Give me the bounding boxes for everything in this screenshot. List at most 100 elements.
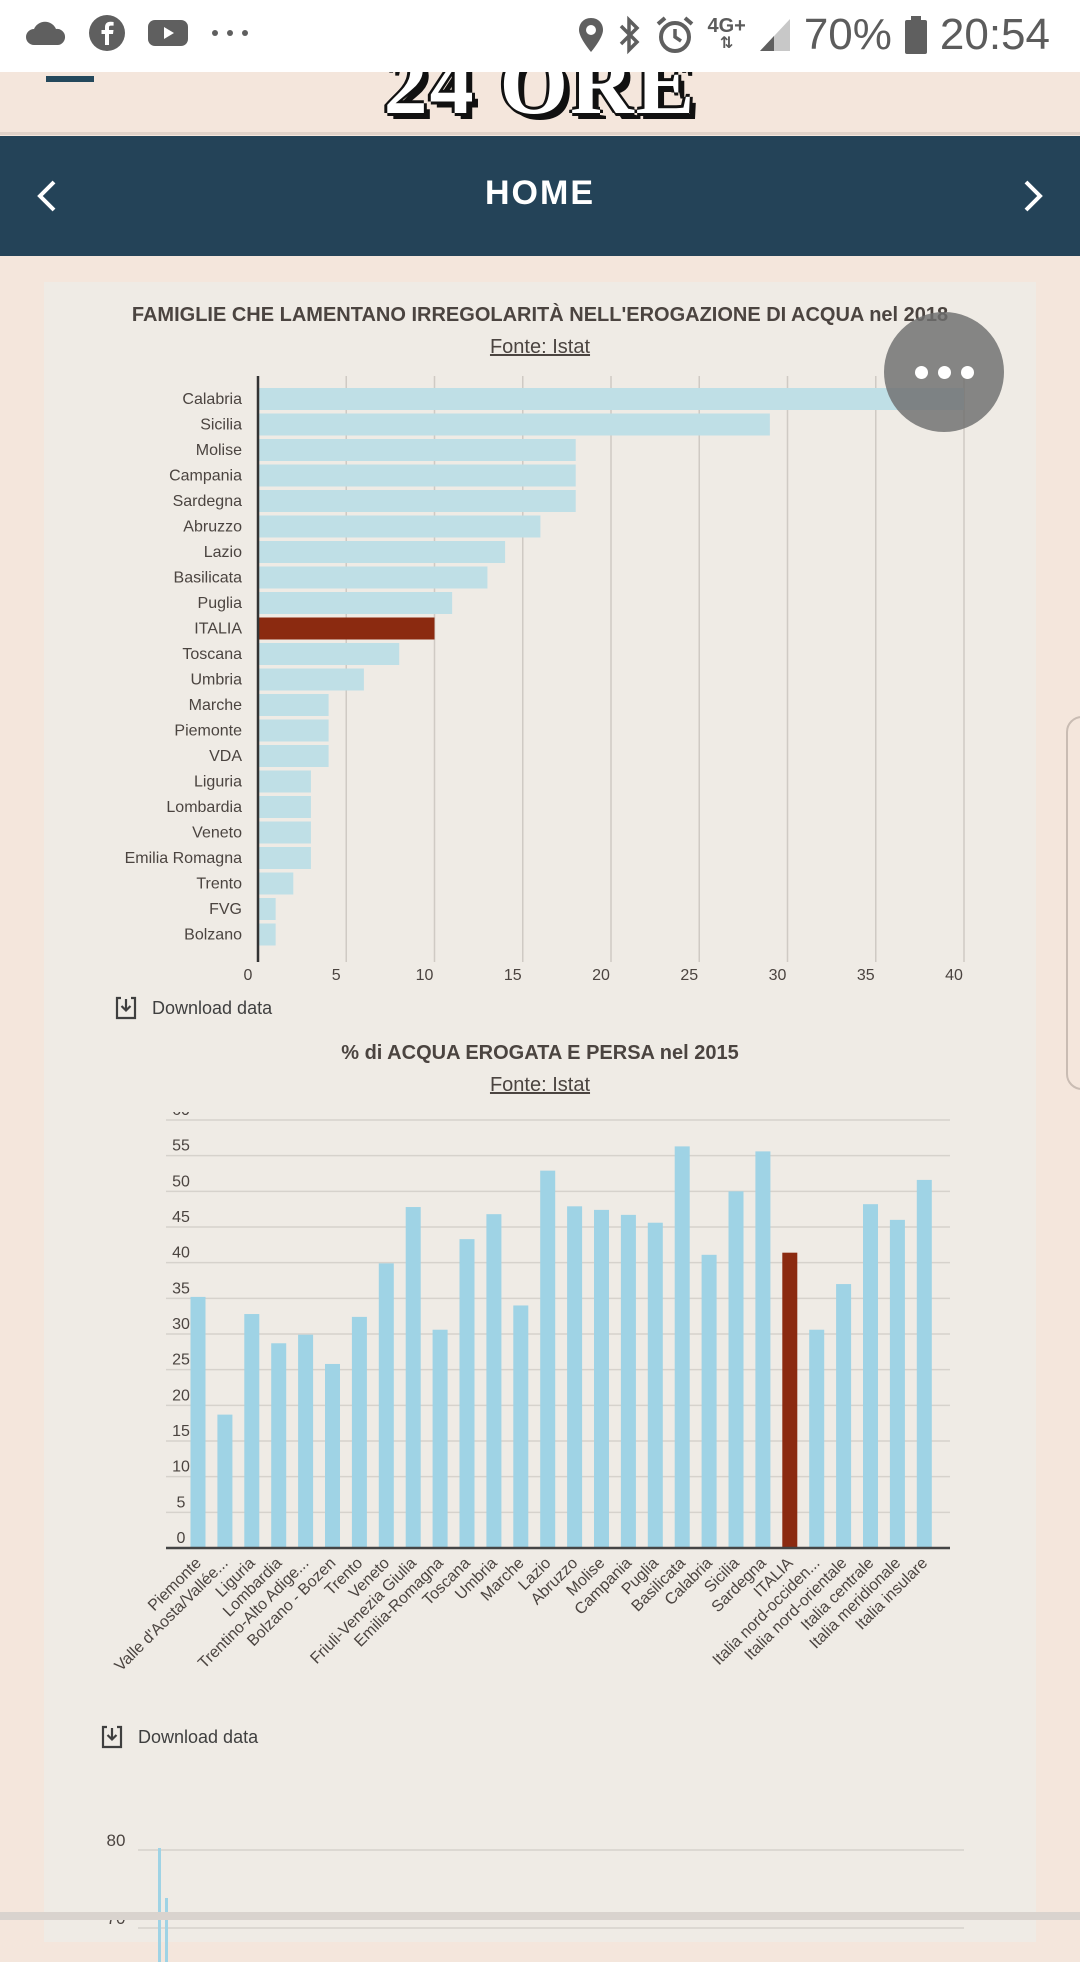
chart1-x-tick-label: 5 [332,967,341,984]
chart2-bar[interactable] [782,1252,798,1548]
chart2-y-tick-label: 15 [172,1423,190,1440]
chart2-bar[interactable] [513,1305,529,1548]
chart1-download-button[interactable]: Download data [114,996,272,1020]
chart2-bar[interactable] [540,1170,556,1548]
chart1-bar[interactable] [258,872,294,895]
chart2-bar[interactable] [459,1239,475,1548]
chevron-right-icon[interactable] [1014,176,1050,216]
chart2-y-tick-label: 30 [172,1316,190,1333]
chart2-bar[interactable] [244,1314,260,1548]
chart2-bar[interactable] [674,1146,690,1548]
chart2-bar[interactable] [567,1206,583,1548]
chart2-bar[interactable] [405,1207,421,1548]
chart2-bar[interactable] [916,1179,932,1548]
chart1-category-label: Liguria [194,774,242,791]
status-bar: 4G+ ⇅ 70% 20:54 [0,0,1080,72]
chart2-bar[interactable] [809,1329,825,1548]
chart2-y-tick-label: 20 [172,1387,190,1404]
facebook-icon [89,15,125,51]
chart2-bar[interactable] [701,1254,717,1548]
chart2-bar[interactable] [594,1209,609,1548]
menu-icon[interactable] [46,76,94,82]
chart2-bar[interactable] [217,1414,233,1548]
chart1-bar[interactable] [258,617,435,640]
chart1-bar[interactable] [258,898,276,920]
youtube-icon [148,20,188,46]
chart2-bar-chart: 051015202530354045505560PiemonteValle d'… [112,1112,950,1675]
chart1-bar[interactable] [258,745,329,767]
chart1-bar[interactable] [258,515,541,538]
chart1-source-link[interactable]: Fonte: Istat [489,336,591,358]
chart1-category-label: Emilia Romagna [125,850,242,867]
chart1-bar[interactable] [258,719,329,742]
battery-icon [904,16,927,54]
more-notifications-icon [212,30,248,36]
chart2-bar[interactable] [889,1219,905,1548]
chart1-bar[interactable] [258,821,311,844]
masthead: 24 ORE [0,72,1080,135]
bluetooth-icon [620,15,640,55]
cloud-icon [26,21,66,45]
chart1-category-label: Campania [169,468,242,485]
chart1-bar[interactable] [258,541,506,563]
chart1-category-label: Marche [189,697,242,714]
chart2-bar[interactable] [271,1343,287,1548]
side-handle[interactable] [1066,716,1080,1090]
chart1-x-tick-label: 30 [769,967,787,984]
chart1-bar[interactable] [258,388,964,410]
chart1-x-tick-label: 20 [592,967,610,984]
chart1-x-tick-label: 35 [857,967,875,984]
chart2-bar[interactable] [647,1222,663,1548]
chart1-bar[interactable] [258,439,576,461]
chart1-bar[interactable] [258,464,576,487]
chart1-title: FAMIGLIE CHE LAMENTANO IRREGOLARITÀ NELL… [131,304,949,326]
chart1-bar[interactable] [258,923,276,946]
chart1-bar[interactable] [258,796,311,818]
chart1-category-label: Molise [196,442,242,459]
chart1-bar[interactable] [258,694,329,716]
chart1-bar[interactable] [258,566,488,589]
chart2-y-tick-label: 40 [172,1245,190,1262]
chart2-bar[interactable] [325,1363,340,1548]
chart1-x-tick-label: 10 [416,967,434,984]
chart1-bar[interactable] [258,770,311,793]
chart1-category-label: Sicilia [200,417,242,434]
chart2-y-tick-label: 55 [172,1138,190,1155]
chart2-bar[interactable] [836,1284,852,1548]
clock: 20:54 [939,10,1050,59]
chart2-bar[interactable] [351,1316,367,1548]
chart2-bar[interactable] [378,1263,394,1548]
download-icon [115,996,137,1020]
chart2-bar[interactable] [486,1214,502,1548]
chart2-bar[interactable] [190,1296,206,1548]
chart1-bar[interactable] [258,490,576,512]
chart3-bar [165,1898,168,1962]
chart1-bar[interactable] [258,668,364,691]
chart1-bar-chart: 0 5 10 15 20 25 30 35 40 Calabria Sicilia Molise Cam… [125,376,965,984]
chart2-bar[interactable] [620,1214,636,1548]
more-options-button[interactable] [884,312,1004,432]
chart1-category-label: Piemonte [174,723,242,740]
chart1-x-tick-label: 40 [945,967,963,984]
chart2-y-tick-label: 0 [177,1530,186,1547]
chart2-y-tick-label: 35 [172,1280,190,1297]
chart2-download-button[interactable]: Download data [100,1725,258,1749]
chart2-bar[interactable] [432,1329,448,1548]
chart2-bar[interactable] [863,1204,878,1548]
chart2-source-link[interactable]: Fonte: Istat [489,1074,591,1096]
chart2-bar[interactable] [755,1151,771,1548]
chart2-y-tick-label: 10 [172,1459,190,1476]
chart1-category-label: Lazio [204,544,242,561]
chart2-bar[interactable] [298,1334,314,1548]
chart1-bar[interactable] [258,413,770,436]
chevron-left-icon[interactable] [30,176,66,216]
chart1-bar[interactable] [258,643,400,665]
chart1-category-label: Umbria [190,672,242,689]
chart2-y-tick-label: 5 [177,1494,186,1511]
chart2-bar[interactable] [728,1191,744,1548]
bottom-edge [0,1912,1080,1920]
chart1-bar[interactable] [258,592,453,614]
chart1-category-label: Calabria [182,391,242,408]
chart1-category-label: Abruzzo [183,519,242,536]
chart1-bar[interactable] [258,847,311,869]
